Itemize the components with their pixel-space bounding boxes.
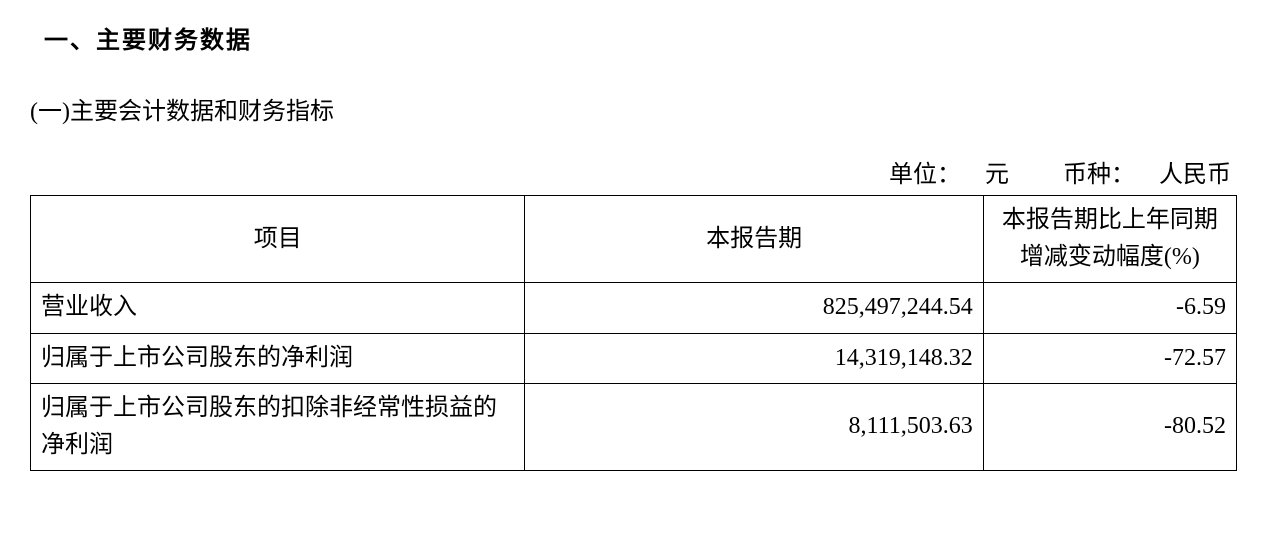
row-change: -80.52: [983, 383, 1236, 470]
row-label: 营业收入: [31, 283, 525, 333]
row-label: 归属于上市公司股东的扣除非经常性损益的净利润: [31, 383, 525, 470]
row-current: 8,111,503.63: [525, 383, 983, 470]
col-header-item: 项目: [31, 196, 525, 283]
col-header-change-pct: 本报告期比上年同期增减变动幅度(%): [983, 196, 1236, 283]
section-heading: 一、主要财务数据: [44, 20, 1237, 55]
financial-data-table: 项目 本报告期 本报告期比上年同期增减变动幅度(%) 营业收入 825,497,…: [30, 195, 1237, 471]
table-row: 营业收入 825,497,244.54 -6.59: [31, 283, 1237, 333]
row-change: -6.59: [983, 283, 1236, 333]
table-row: 归属于上市公司股东的净利润 14,319,148.32 -72.57: [31, 333, 1237, 383]
col-header-current-period: 本报告期: [525, 196, 983, 283]
unit-label: 单位：元: [865, 162, 1009, 188]
row-change: -72.57: [983, 333, 1236, 383]
unit-currency-line: 单位：元 币种：人民币: [30, 154, 1237, 189]
currency-label: 币种：人民币: [1039, 162, 1231, 188]
row-label: 归属于上市公司股东的净利润: [31, 333, 525, 383]
table-header-row: 项目 本报告期 本报告期比上年同期增减变动幅度(%): [31, 196, 1237, 283]
row-current: 825,497,244.54: [525, 283, 983, 333]
row-current: 14,319,148.32: [525, 333, 983, 383]
subsection-heading: (一)主要会计数据和财务指标: [30, 91, 1237, 126]
table-row: 归属于上市公司股东的扣除非经常性损益的净利润 8,111,503.63 -80.…: [31, 383, 1237, 470]
